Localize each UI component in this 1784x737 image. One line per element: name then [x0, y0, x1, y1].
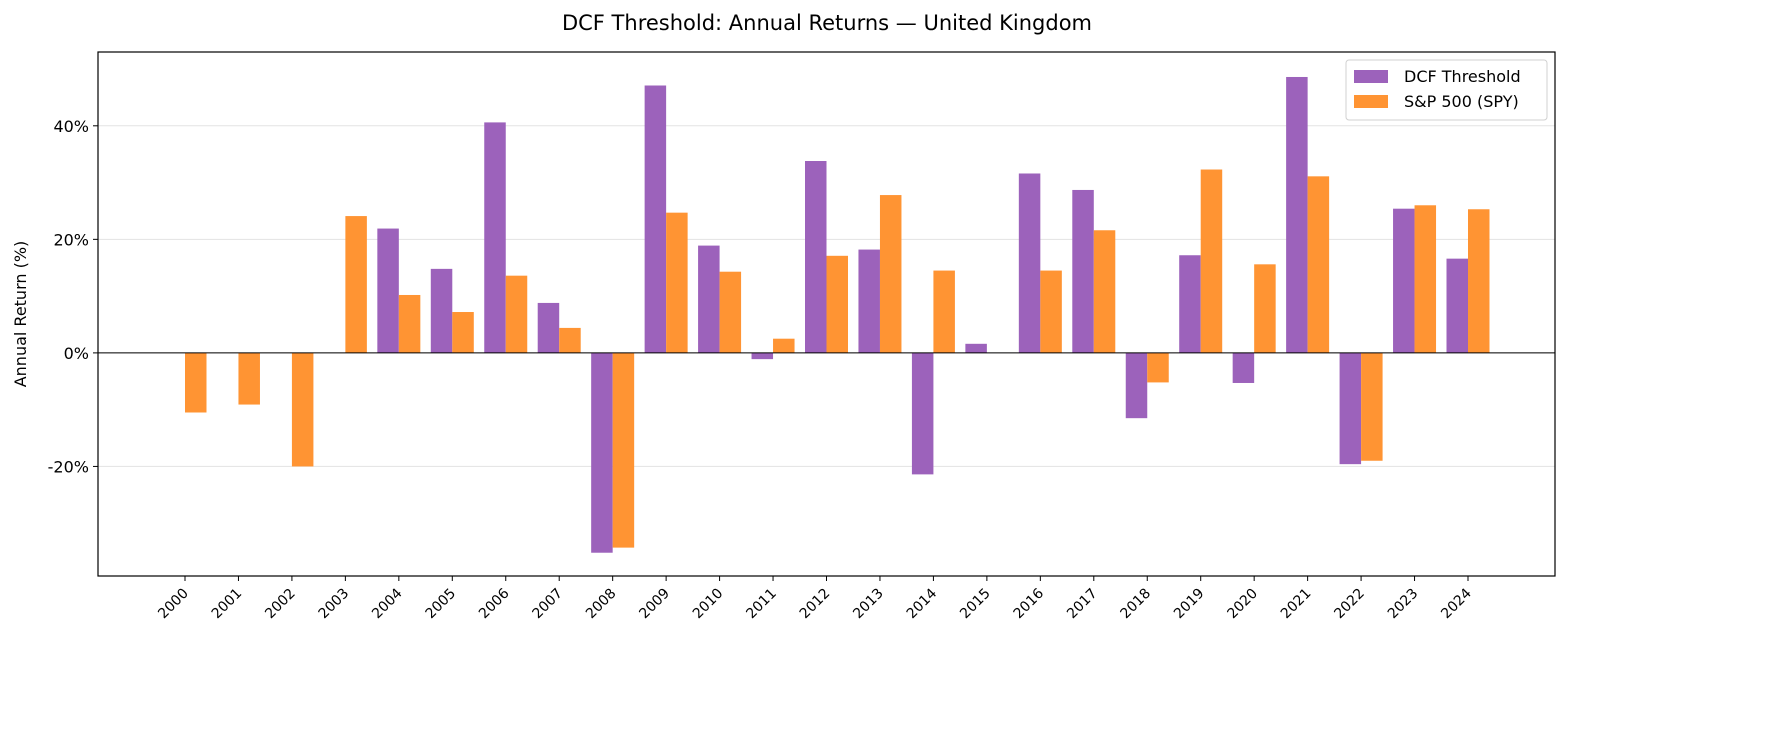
x-tick-label: 2000: [155, 586, 192, 623]
bar-spy-2005: [452, 312, 474, 353]
y-tick-label: -20%: [48, 457, 89, 476]
x-tick-label: 2018: [1118, 586, 1155, 623]
chart-title: DCF Threshold: Annual Returns — United K…: [562, 11, 1092, 35]
bar-dcf-2015: [965, 343, 987, 353]
x-tick-label: 2019: [1171, 586, 1208, 623]
bar-dcf-2011: [751, 352, 774, 360]
x-tick-label: 2011: [743, 586, 780, 623]
x-tick-label: 2005: [423, 586, 460, 623]
y-axis-label: Annual Return (%): [11, 241, 30, 388]
x-tick-label: 2006: [476, 585, 513, 622]
legend-box: [1345, 59, 1548, 121]
bar-dcf-2005: [430, 268, 453, 353]
bar-dcf-2022: [1339, 352, 1362, 465]
x-tick-label: 2007: [530, 586, 567, 623]
bar-dcf-2004: [377, 228, 399, 353]
bar-spy-2022: [1361, 352, 1383, 461]
x-tick-label: 2020: [1224, 586, 1261, 623]
bar-spy-2016: [1040, 270, 1062, 353]
bar-dcf-2012: [805, 161, 827, 353]
x-tick-label: 2023: [1385, 586, 1422, 623]
bar-spy-2024: [1468, 209, 1490, 353]
y-tick-label: 20%: [53, 230, 89, 249]
bar-spy-2002: [291, 352, 314, 467]
bar-dcf-2020: [1232, 352, 1255, 383]
bar-spy-2012: [826, 255, 848, 353]
y-tick-label: 0%: [64, 344, 89, 363]
bar-dcf-2008: [591, 352, 613, 553]
x-tick-label: 2021: [1278, 586, 1315, 623]
bar-dcf-2019: [1179, 255, 1201, 353]
x-tick-label: 2004: [369, 585, 406, 622]
bar-dcf-2007: [537, 302, 560, 353]
bar-dcf-2021: [1286, 76, 1308, 353]
y-axis-ticks: -20% 0% 20% 40%: [48, 117, 98, 476]
bar-dcf-2009: [644, 85, 667, 353]
x-tick-label: 2003: [316, 586, 353, 623]
legend-label: DCF Threshold: [1404, 67, 1521, 86]
bar-dcf-2017: [1072, 189, 1094, 353]
x-tick-label: 2015: [957, 586, 994, 623]
bar-spy-2008: [612, 352, 635, 548]
bar-dcf-2013: [858, 249, 880, 353]
bars: [185, 76, 1490, 553]
bar-spy-2009: [666, 212, 688, 353]
bar-spy-2011: [773, 338, 795, 353]
bar-spy-2010: [719, 271, 742, 353]
bar-spy-2020: [1254, 264, 1276, 353]
bar-spy-2003: [345, 216, 367, 353]
x-axis-ticks: 2000 2001 2002 2003 2004 2005 2006 2007 2008 2009…: [155, 576, 1475, 622]
bar-spy-2014: [933, 270, 955, 353]
x-tick-label: 2010: [690, 586, 727, 623]
x-tick-label: 2024: [1438, 585, 1475, 622]
bar-dcf-2014: [911, 352, 934, 475]
y-tick-label: 40%: [53, 117, 89, 136]
x-tick-label: 2014: [904, 585, 941, 622]
bar-dcf-2023: [1393, 208, 1415, 353]
bar-dcf-2024: [1446, 258, 1468, 353]
bar-spy-2007: [559, 327, 581, 353]
legend-label: S&P 500 (SPY): [1404, 92, 1519, 111]
x-tick-label: 2001: [209, 586, 246, 623]
x-tick-label: 2016: [1011, 585, 1048, 622]
x-tick-label: 2013: [850, 586, 887, 623]
x-tick-label: 2002: [262, 586, 299, 623]
bar-dcf-2018: [1125, 352, 1148, 419]
bar-spy-2021: [1307, 176, 1330, 353]
bar-spy-2000: [185, 352, 207, 413]
bar-spy-2023: [1414, 205, 1437, 353]
bar-dcf-2006: [484, 122, 506, 353]
legend: DCF Threshold S&P 500 (SPY): [1345, 59, 1548, 121]
bar-spy-2006: [505, 275, 528, 353]
bar-dcf-2016: [1018, 173, 1041, 353]
x-tick-label: 2022: [1331, 586, 1368, 623]
x-tick-label: 2017: [1064, 586, 1101, 623]
bar-spy-2018: [1147, 352, 1169, 383]
bar-spy-2017: [1093, 230, 1116, 353]
legend-swatch: [1354, 70, 1388, 83]
x-tick-label: 2009: [636, 586, 673, 623]
x-tick-label: 2012: [797, 586, 834, 623]
bar-spy-2019: [1200, 169, 1223, 353]
x-tick-label: 2008: [583, 586, 620, 623]
bar-spy-2001: [238, 352, 260, 405]
bar-spy-2004: [398, 294, 421, 353]
legend-swatch: [1354, 95, 1388, 108]
bar-dcf-2010: [698, 245, 720, 353]
bar-spy-2013: [879, 195, 902, 353]
